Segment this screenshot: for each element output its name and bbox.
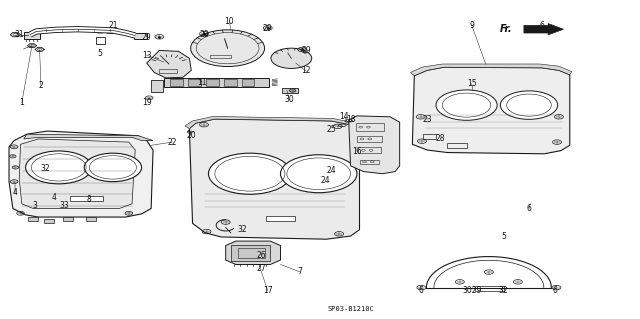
Bar: [224, 79, 237, 86]
Bar: [231, 245, 270, 261]
Bar: [360, 160, 379, 164]
Text: 26: 26: [257, 251, 266, 260]
Text: 3: 3: [32, 201, 37, 210]
Text: 20: 20: [186, 131, 196, 140]
Polygon shape: [19, 139, 135, 209]
Bar: [188, 79, 201, 86]
Bar: [159, 69, 177, 72]
Text: 4: 4: [51, 193, 56, 202]
Text: 8: 8: [87, 195, 92, 204]
Circle shape: [280, 155, 357, 193]
Bar: [164, 78, 269, 87]
Bar: [28, 217, 38, 221]
Text: 17: 17: [263, 286, 273, 295]
Bar: [242, 79, 254, 86]
Bar: [211, 55, 231, 58]
Text: 29: 29: [301, 46, 311, 55]
Polygon shape: [24, 134, 153, 141]
Text: 32: 32: [499, 286, 508, 295]
Text: 21: 21: [108, 21, 118, 30]
Text: 1: 1: [19, 98, 24, 107]
Polygon shape: [189, 119, 360, 239]
Text: 5: 5: [98, 49, 102, 58]
Bar: [358, 147, 381, 153]
Circle shape: [191, 30, 264, 67]
Bar: [475, 286, 504, 291]
Circle shape: [26, 151, 92, 184]
Bar: [44, 219, 54, 223]
Text: 11: 11: [197, 78, 207, 86]
Bar: [266, 216, 294, 221]
Text: 5: 5: [501, 233, 506, 241]
Bar: [357, 136, 383, 142]
Text: 29: 29: [199, 30, 209, 39]
Text: 16: 16: [352, 147, 362, 156]
Text: 30: 30: [285, 95, 294, 104]
Text: 7: 7: [297, 267, 302, 276]
Bar: [239, 248, 265, 257]
Polygon shape: [9, 131, 153, 217]
Text: 6: 6: [540, 21, 544, 30]
Bar: [447, 143, 467, 148]
Text: 6: 6: [419, 286, 423, 295]
Bar: [134, 33, 147, 39]
Bar: [70, 196, 103, 201]
Text: 6: 6: [552, 286, 557, 295]
Text: 13: 13: [142, 51, 152, 60]
Text: 27: 27: [257, 264, 266, 273]
Circle shape: [436, 90, 497, 120]
Text: 32: 32: [40, 165, 49, 174]
Polygon shape: [349, 116, 399, 174]
Bar: [170, 79, 183, 86]
Polygon shape: [226, 241, 280, 264]
Circle shape: [500, 91, 557, 119]
Bar: [356, 123, 385, 131]
Text: Fr.: Fr.: [500, 24, 513, 34]
Text: 19: 19: [142, 98, 152, 107]
Polygon shape: [410, 64, 572, 76]
Polygon shape: [524, 24, 563, 35]
Polygon shape: [147, 50, 191, 78]
Text: SP03-B1210C: SP03-B1210C: [327, 306, 374, 312]
Text: 10: 10: [225, 18, 234, 26]
Circle shape: [271, 48, 312, 69]
Text: 25: 25: [326, 125, 336, 134]
Text: 24: 24: [326, 166, 336, 175]
Text: 33: 33: [59, 201, 68, 210]
Text: 14: 14: [339, 112, 349, 121]
Text: 15: 15: [467, 79, 476, 88]
Text: 29: 29: [142, 33, 152, 42]
Circle shape: [84, 153, 141, 182]
Bar: [63, 217, 74, 221]
Polygon shape: [185, 116, 351, 129]
Text: 23: 23: [422, 115, 432, 124]
Text: 4: 4: [13, 188, 18, 197]
Bar: [151, 80, 163, 93]
Text: 9: 9: [469, 21, 474, 30]
Text: 31: 31: [15, 30, 24, 39]
Text: 18: 18: [346, 115, 355, 124]
Text: 32: 32: [237, 225, 247, 234]
Text: 12: 12: [301, 66, 311, 76]
Bar: [282, 88, 298, 93]
Text: 3029: 3029: [462, 286, 481, 295]
Circle shape: [209, 153, 291, 194]
Bar: [24, 33, 40, 39]
Bar: [96, 37, 105, 44]
Text: 22: 22: [168, 137, 177, 147]
Text: 28: 28: [435, 134, 445, 144]
Text: 24: 24: [320, 175, 330, 185]
Text: 2: 2: [38, 81, 44, 90]
Bar: [423, 134, 436, 139]
Polygon shape: [412, 67, 570, 154]
Bar: [206, 79, 219, 86]
Text: 29: 29: [263, 24, 273, 33]
Text: 6: 6: [527, 204, 531, 213]
Bar: [86, 217, 96, 221]
